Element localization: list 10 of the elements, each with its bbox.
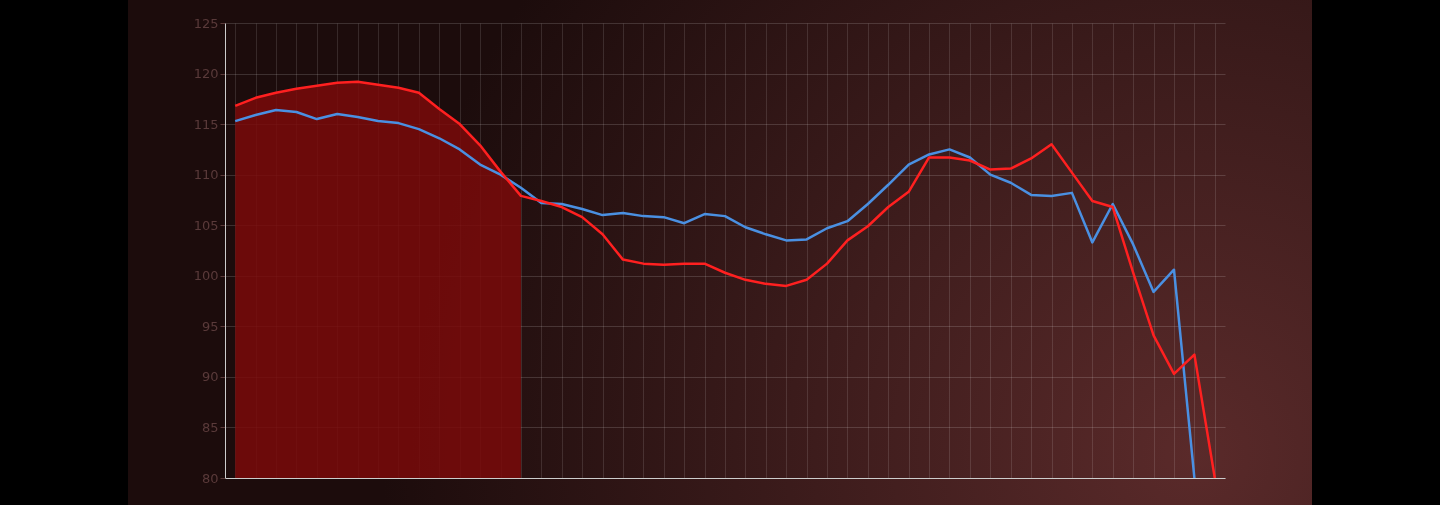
y-tick-label: 80 (201, 470, 219, 486)
y-tick-label: 85 (201, 419, 219, 435)
y-tick-label: 90 (201, 369, 219, 385)
y-tick-label: 100 (193, 268, 219, 284)
y-tick-label: 95 (201, 318, 219, 334)
y-tick-label: 105 (193, 217, 219, 233)
y-tick-label: 110 (193, 167, 219, 183)
y-tick-label: 115 (193, 116, 219, 132)
y-tick-label: 120 (193, 66, 219, 82)
y-tick-label: 125 (193, 15, 219, 31)
